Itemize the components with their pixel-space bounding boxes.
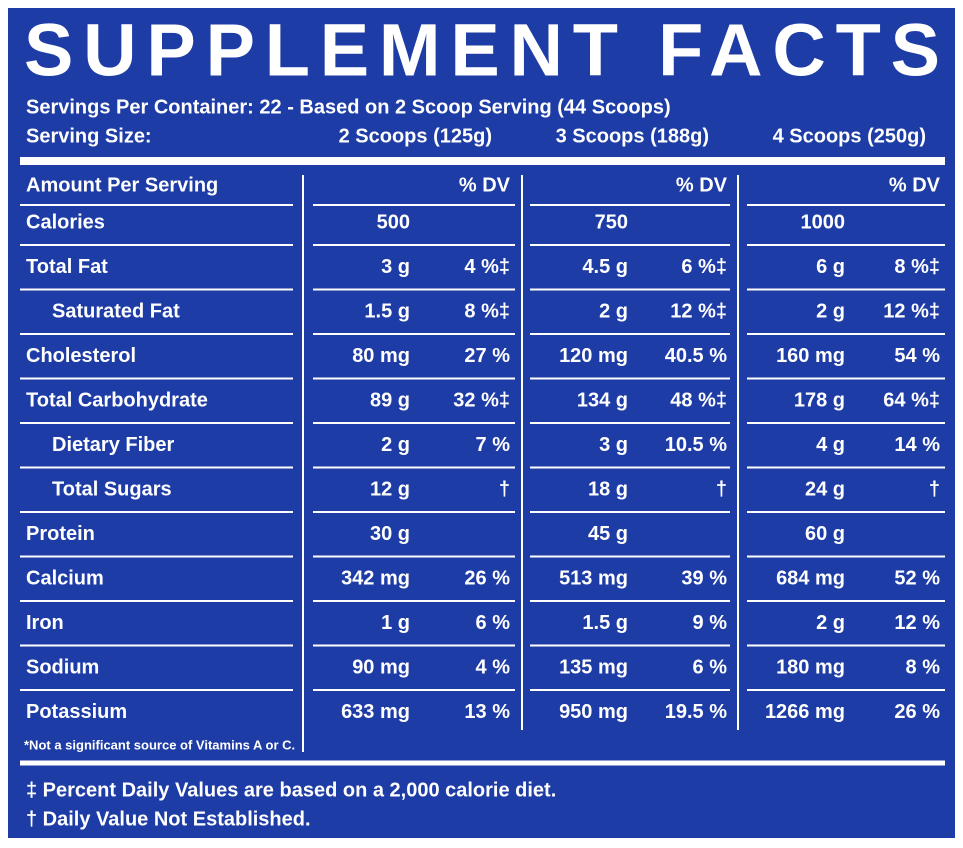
amount: 60 g: [805, 523, 845, 545]
amount: 3 g: [599, 434, 628, 456]
amount: 4 g: [816, 434, 845, 456]
daily-value: 9 %: [693, 612, 728, 634]
amount: 18 g: [588, 478, 628, 500]
nutrient-name: Iron: [26, 612, 64, 634]
amount: 160 mg: [776, 345, 845, 367]
amount: 2 g: [381, 434, 410, 456]
amount: 342 mg: [341, 567, 410, 589]
amount: 750: [595, 211, 628, 233]
nutrient-name: Calories: [26, 211, 105, 233]
nutrient-name: Potassium: [26, 701, 127, 723]
daily-value: 19.5 %: [665, 701, 727, 723]
daily-value: 6 %‡: [681, 256, 727, 278]
daily-value: 6 %: [693, 656, 728, 678]
amount: 1.5 g: [582, 612, 628, 634]
daily-value: 12 %‡: [883, 300, 940, 322]
nutrient-name: Calcium: [26, 567, 104, 589]
amount: 120 mg: [559, 345, 628, 367]
daily-value: 12 %: [894, 612, 940, 634]
nutrient-name: Cholesterol: [26, 345, 136, 367]
nutrient-name: Total Sugars: [52, 478, 172, 500]
note: † Daily Value Not Established.: [26, 808, 311, 830]
daily-value: †: [716, 478, 727, 500]
amount: 684 mg: [776, 567, 845, 589]
daily-value: 32 %‡: [453, 389, 510, 411]
dv-header: % DV: [676, 174, 728, 196]
servings-per-container: Servings Per Container: 22 - Based on 2 …: [26, 96, 671, 118]
serving-size: 4 Scoops (250g): [773, 125, 926, 147]
amount: 950 mg: [559, 701, 628, 723]
daily-value: 40.5 %: [665, 345, 727, 367]
amount: 135 mg: [559, 656, 628, 678]
note: ‡ Percent Daily Values are based on a 2,…: [26, 779, 556, 801]
dv-header: % DV: [459, 174, 511, 196]
amount: 2 g: [599, 300, 628, 322]
serving-size: 3 Scoops (188g): [556, 125, 709, 147]
nutrient-name: Sodium: [26, 656, 99, 678]
amount: 1.5 g: [364, 300, 410, 322]
footnote: *Not a significant source of Vitamins A …: [24, 737, 295, 752]
daily-value: 39 %: [681, 567, 727, 589]
serving-size-label: Serving Size:: [26, 125, 152, 147]
daily-value: †: [499, 478, 510, 500]
daily-value: 54 %: [894, 345, 940, 367]
daily-value: †: [929, 478, 940, 500]
daily-value: 64 %‡: [883, 389, 940, 411]
daily-value: 4 %: [476, 656, 511, 678]
amount: 89 g: [370, 389, 410, 411]
amount: 80 mg: [352, 345, 410, 367]
amount: 12 g: [370, 478, 410, 500]
amount: 6 g: [816, 256, 845, 278]
amount: 633 mg: [341, 701, 410, 723]
nutrient-name: Total Carbohydrate: [26, 389, 208, 411]
daily-value: 8 %‡: [464, 300, 510, 322]
daily-value: 6 %: [476, 612, 511, 634]
nutrient-name: Saturated Fat: [52, 300, 180, 322]
amount: 2 g: [816, 300, 845, 322]
amount: 30 g: [370, 523, 410, 545]
amount: 1 g: [381, 612, 410, 634]
daily-value: 48 %‡: [670, 389, 727, 411]
amount: 3 g: [381, 256, 410, 278]
daily-value: 8 %‡: [894, 256, 940, 278]
daily-value: 26 %: [464, 567, 510, 589]
daily-value: 8 %: [906, 656, 941, 678]
daily-value: 4 %‡: [464, 256, 510, 278]
title: SUPPLEMENT FACTS: [24, 9, 940, 92]
amount: 24 g: [805, 478, 845, 500]
daily-value: 14 %: [894, 434, 940, 456]
daily-value: 27 %: [464, 345, 510, 367]
amount: 2 g: [816, 612, 845, 634]
daily-value: 12 %‡: [670, 300, 727, 322]
amount: 45 g: [588, 523, 628, 545]
serving-size: 2 Scoops (125g): [339, 125, 492, 147]
nutrient-name: Dietary Fiber: [52, 434, 174, 456]
amount: 513 mg: [559, 567, 628, 589]
amount: 500: [377, 211, 410, 233]
amount: 178 g: [794, 389, 845, 411]
dv-header: % DV: [889, 174, 941, 196]
amount: 1266 mg: [765, 701, 845, 723]
amount: 90 mg: [352, 656, 410, 678]
nutrient-name: Protein: [26, 523, 95, 545]
amount: 4.5 g: [582, 256, 628, 278]
daily-value: 26 %: [894, 701, 940, 723]
daily-value: 7 %: [476, 434, 511, 456]
daily-value: 13 %: [464, 701, 510, 723]
amount: 180 mg: [776, 656, 845, 678]
daily-value: 52 %: [894, 567, 940, 589]
daily-value: 10.5 %: [665, 434, 727, 456]
nutrient-name: Total Fat: [26, 256, 108, 278]
amount: 1000: [801, 211, 846, 233]
header-label: Amount Per Serving: [26, 174, 218, 196]
amount: 134 g: [577, 389, 628, 411]
